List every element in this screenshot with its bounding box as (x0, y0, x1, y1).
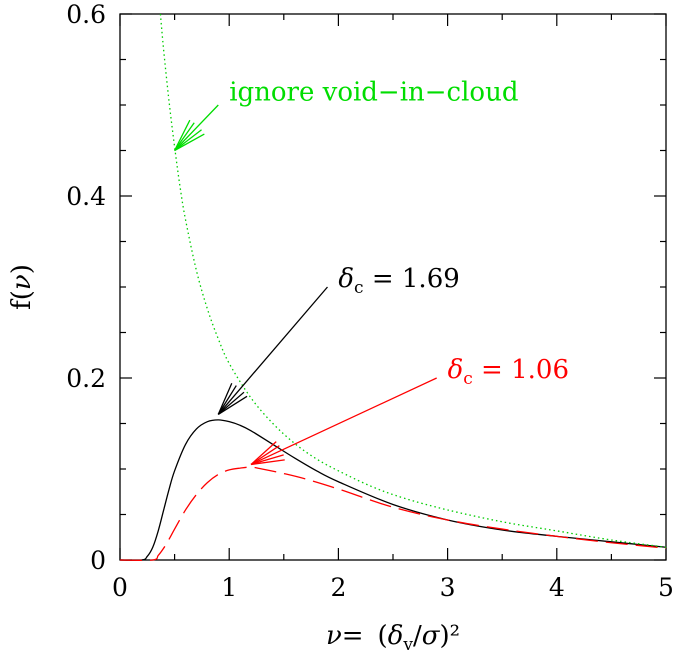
annotation-dc169-arrow-shaft (217, 286, 328, 415)
series-layer (119, 13, 667, 561)
annotation-dc106-arrow-head (250, 454, 284, 466)
series-line-dashed (119, 466, 667, 561)
axis-ticks (119, 13, 667, 561)
x-axis-title: ν= (δv/σ)² (326, 621, 460, 654)
annotation-dc106-label: δc = 1.06 (448, 355, 569, 389)
tick-labels: 0 1 2 3 4 5 0 0.2 0.4 0.6 (66, 0, 673, 602)
annotation-dc106-arrow-head (250, 459, 285, 466)
y-tick-label: 0.2 (66, 364, 106, 393)
annotation-dc169-arrow-head (217, 395, 248, 415)
annotation-void-arrow-shaft (174, 104, 219, 151)
annotation-void-arrow-head (174, 122, 195, 151)
annotation-dc106-arrow-shaft (250, 377, 437, 466)
series-line-dotted (159, 13, 667, 548)
y-tick-label: 0 (90, 546, 106, 575)
x-tick-label: 1 (221, 573, 237, 602)
y-axis-title: f(ν) (7, 264, 37, 310)
x-tick-label: 0 (112, 573, 128, 602)
annotation-void-arrow-head (174, 133, 205, 152)
annotation-dc106-arrow-head (250, 441, 277, 465)
annotation-dc106-arrow-head (250, 445, 280, 465)
annotation-dc169-label: δc = 1.69 (338, 264, 459, 298)
y-tick-label: 0.4 (66, 182, 106, 211)
x-tick-label: 3 (440, 573, 456, 602)
annotation-void-arrow-head (174, 119, 191, 151)
x-tick-label: 2 (330, 573, 346, 602)
y-tick-label: 0.6 (66, 0, 106, 29)
annotation-dc169-arrow-head (217, 391, 245, 415)
annotation-void-label: ignore void−in−cloud (229, 77, 518, 107)
annotation-dc169-arrow-head (217, 385, 237, 415)
annotation-void-arrow-head (174, 129, 202, 152)
annotation-layer: ignore void−in−cloud δc = 1.69 δc = 1.06 (174, 77, 569, 466)
x-tick-label: 5 (658, 573, 673, 602)
x-tick-label: 4 (549, 573, 565, 602)
annotation-dc169-arrow-head (217, 382, 233, 415)
